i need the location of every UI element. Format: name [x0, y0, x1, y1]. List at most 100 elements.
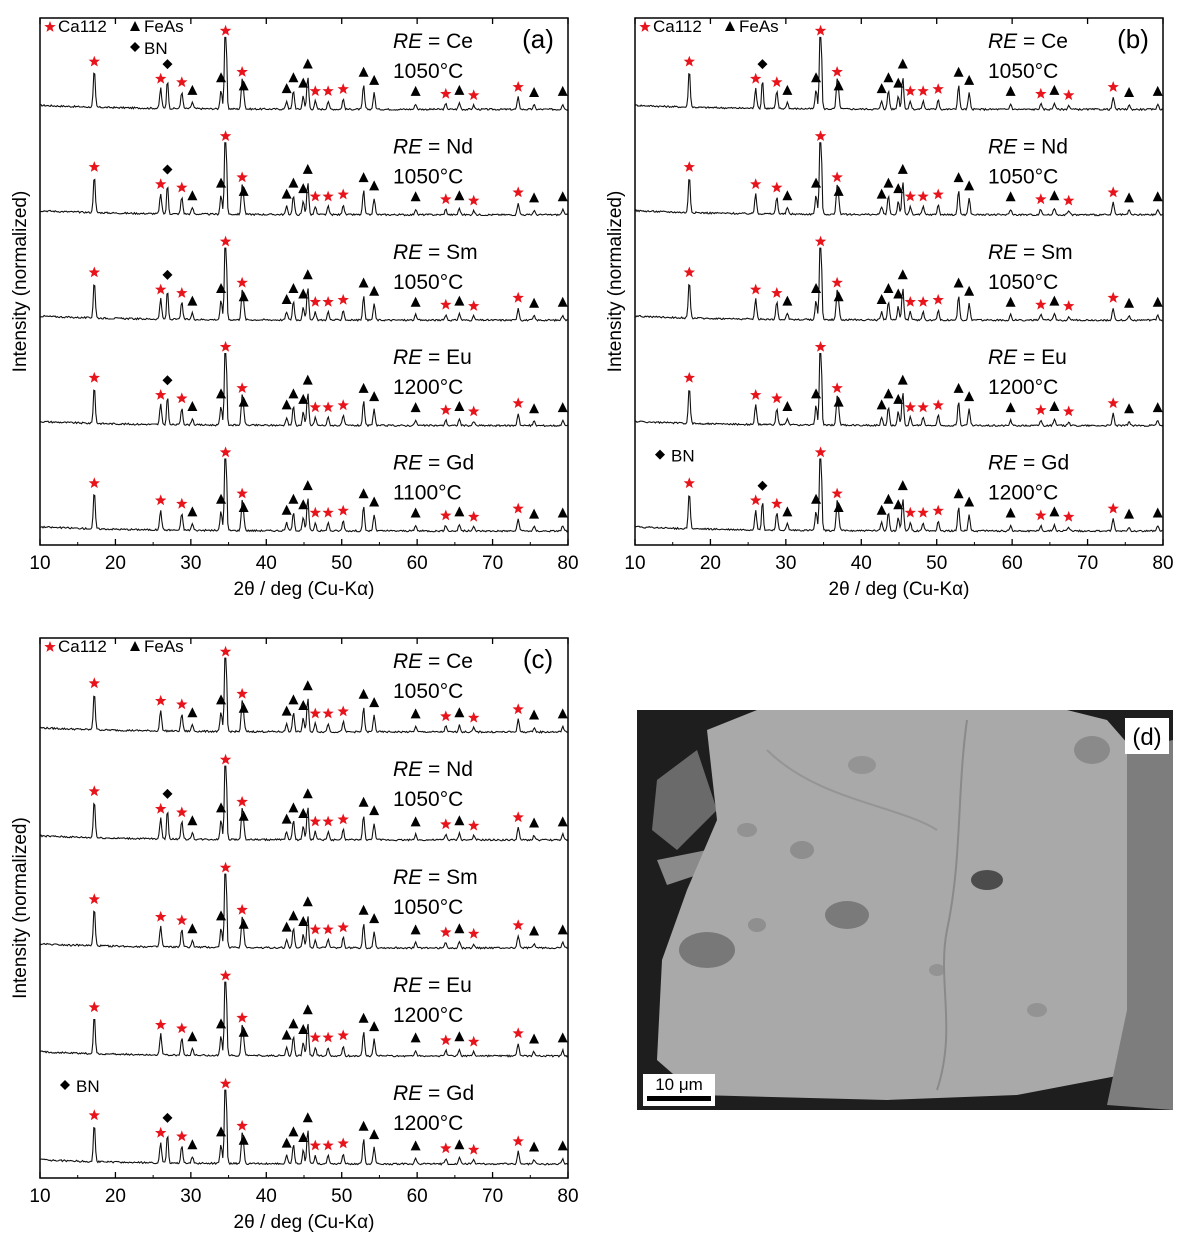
xrd-trace [634, 142, 1164, 217]
feas-peak-marker [288, 802, 299, 813]
feas-peak-marker [302, 163, 313, 174]
trace-re-label: RE = Nd [393, 758, 473, 781]
feas-peak-marker [281, 293, 292, 304]
feas-peak-marker [1005, 296, 1016, 307]
ca112-peak-marker [468, 89, 480, 101]
ca112-peak-marker [337, 188, 349, 200]
feas-peak-marker [302, 680, 313, 691]
feas-peak-marker [358, 796, 369, 807]
sem-debris-left [652, 750, 717, 850]
trace-re-label: RE = Ce [988, 30, 1068, 53]
ca112-peak-marker [309, 1031, 321, 1043]
sem-inclusion [1027, 1003, 1047, 1017]
feas-peak-marker [454, 506, 465, 517]
trace-temperature-label: 1050°C [393, 680, 463, 703]
ca112-peak-marker [155, 910, 167, 922]
feas-peak-marker [298, 1023, 309, 1034]
feas-peak-marker [782, 506, 793, 517]
feas-peak-marker [369, 74, 380, 85]
trace-re-label: RE = Gd [393, 1082, 474, 1105]
ca112-peak-marker [512, 81, 524, 92]
feas-peak-marker [454, 84, 465, 95]
feas-peak-marker [302, 58, 313, 69]
feas-peak-marker [883, 388, 894, 399]
feas-peak-marker [187, 923, 198, 934]
feas-peak-marker [1124, 403, 1135, 414]
sem-debris-left-2 [657, 850, 712, 885]
ca112-peak-marker [771, 392, 783, 404]
feas-peak-marker [811, 388, 822, 399]
feas-peak-marker [833, 185, 844, 196]
sem-inclusion [790, 841, 814, 859]
feas-peak-marker [1049, 84, 1060, 95]
ca112-peak-marker [155, 72, 167, 84]
feas-peak-marker [410, 1032, 421, 1043]
feas-peak-marker [288, 282, 299, 293]
sem-panel-label: (d) [1132, 724, 1161, 751]
feas-peak-marker [281, 813, 292, 824]
trace-temperature-label: 1050°C [393, 165, 463, 188]
ca112-peak-marker [219, 446, 232, 458]
x-tick-label: 20 [105, 553, 126, 574]
ca112-peak-marker [1107, 502, 1119, 514]
sem-inclusion [679, 932, 735, 968]
feas-peak-marker [964, 74, 975, 85]
ca112-peak-marker [1063, 405, 1075, 417]
ca112-peak-marker [88, 1109, 100, 1121]
sem-inclusion [737, 823, 757, 837]
legend-ca112-label: Ca112 [58, 17, 107, 36]
feas-peak-marker [302, 374, 313, 385]
ca112-peak-marker [309, 707, 321, 719]
feas-peak-marker [187, 506, 198, 517]
ca112-peak-marker [831, 66, 843, 77]
ca112-peak-marker [155, 389, 167, 400]
feas-peak-marker [454, 190, 465, 201]
legend-feas-label: FeAs [144, 17, 184, 36]
ca112-peak-marker [512, 291, 524, 303]
trace-re-label: RE = Nd [393, 135, 473, 158]
ca112-peak-marker [468, 1143, 480, 1155]
feas-peak-marker [557, 296, 568, 307]
bn-peak-marker [162, 59, 173, 70]
x-tick-label: 20 [105, 1186, 126, 1207]
ca112-peak-marker [814, 130, 827, 141]
feas-peak-marker [281, 705, 292, 716]
feas-peak-marker [369, 805, 380, 816]
feas-peak-marker [454, 295, 465, 306]
feas-peak-marker [557, 85, 568, 96]
ca112-peak-marker [468, 711, 480, 723]
feas-peak-marker [216, 493, 227, 504]
ca112-peak-marker [219, 24, 232, 36]
legend-bn-label: BN [671, 447, 695, 466]
ca112-peak-marker [155, 494, 167, 506]
feas-peak-marker [529, 709, 540, 720]
ca112-peak-marker [468, 1035, 480, 1047]
ca112-peak-marker [219, 645, 232, 657]
ca112-peak-marker [176, 698, 188, 710]
ca112-peak-marker [1035, 404, 1047, 415]
feas-peak-marker [358, 904, 369, 915]
ca112-peak-marker [176, 392, 188, 404]
ca112-peak-marker [814, 24, 827, 36]
ca112-peak-marker [337, 921, 349, 933]
ca112-peak-marker [683, 161, 695, 172]
feas-peak-marker [1152, 402, 1163, 413]
panel-label: (b) [1117, 24, 1149, 54]
ca112-peak-marker [512, 502, 524, 514]
feas-peak-marker [369, 180, 380, 191]
plot-frame [634, 17, 1164, 546]
trace-temperature-label: 1050°C [393, 271, 463, 294]
feas-peak-marker [1005, 191, 1016, 202]
feas-peak-marker [1005, 85, 1016, 96]
feas-peak-marker [557, 1140, 568, 1151]
feas-peak-marker [883, 177, 894, 188]
x-tick-label: 50 [926, 553, 947, 574]
feas-peak-marker [298, 393, 309, 404]
ca112-peak-marker [512, 811, 524, 823]
trace-temperature-label: 1050°C [393, 896, 463, 919]
ca112-peak-marker [917, 401, 929, 413]
feas-peak-marker [410, 402, 421, 413]
feas-peak-marker [454, 1139, 465, 1150]
feas-peak-marker [187, 401, 198, 412]
feas-peak-marker [281, 504, 292, 515]
